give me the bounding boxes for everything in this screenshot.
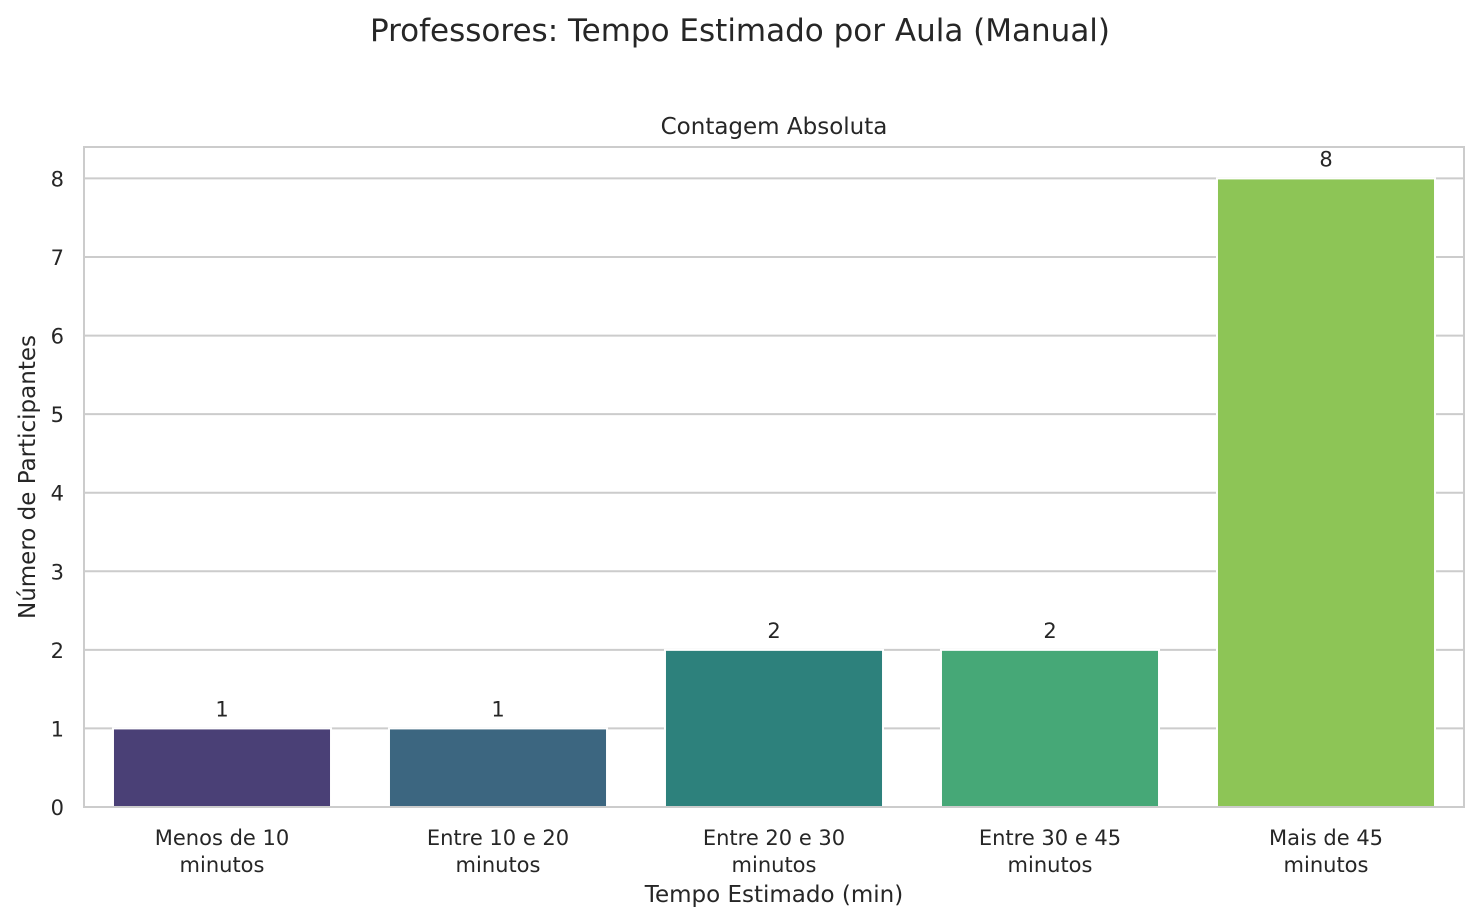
x-tick-label-line: minutos [1008, 853, 1093, 877]
x-tick-label-line: minutos [1284, 853, 1369, 877]
bar [1215, 177, 1437, 808]
x-tick-label: Menos de 10 minutos [155, 826, 289, 877]
bar-value-label: 2 [1043, 619, 1056, 643]
chart-subtitle: Contagem Absoluta [661, 114, 888, 140]
bars [111, 177, 1437, 809]
bar-value-labels: 1 1 2 2 8 [215, 147, 1332, 721]
y-tick-label: 2 [51, 639, 64, 663]
x-tick-label-line: minutos [456, 853, 541, 877]
y-axis-ticks: 0 1 2 3 4 5 6 7 8 [51, 167, 64, 820]
y-tick-label: 4 [51, 482, 64, 506]
x-tick-label: Mais de 45 minutos [1269, 826, 1383, 877]
y-tick-label: 0 [51, 796, 64, 820]
x-tick-label: Entre 30 e 45 minutos [979, 826, 1121, 877]
y-tick-label: 1 [51, 717, 64, 741]
y-axis-label: Número de Participantes [15, 335, 41, 619]
y-tick-label: 3 [51, 560, 64, 584]
chart-title: Professores: Tempo Estimado por Aula (Ma… [370, 13, 1110, 49]
y-tick-label: 6 [51, 325, 64, 349]
x-axis-label: Tempo Estimado (min) [644, 882, 903, 908]
bar-value-label: 1 [215, 697, 228, 721]
bar [111, 727, 333, 809]
y-tick-label: 8 [51, 167, 64, 191]
x-tick-label-line: Entre 20 e 30 [703, 826, 845, 850]
x-tick-label-line: minutos [180, 853, 265, 877]
y-tick-label: 5 [51, 403, 64, 427]
x-tick-label-line: Entre 30 e 45 [979, 826, 1121, 850]
plot-frame [83, 146, 1465, 808]
x-tick-label-line: Entre 10 e 20 [427, 826, 569, 850]
x-tick-label-line: Menos de 10 [155, 826, 289, 850]
x-tick-label-line: Mais de 45 [1269, 826, 1383, 850]
x-tick-label: Entre 10 e 20 minutos [427, 826, 569, 877]
bar-value-label: 1 [491, 697, 504, 721]
bar [939, 648, 1161, 808]
bar [387, 727, 609, 809]
y-tick-label: 7 [51, 246, 64, 270]
bar-value-label: 2 [767, 619, 780, 643]
bar-value-label: 8 [1319, 147, 1332, 171]
x-tick-label: Entre 20 e 30 minutos [703, 826, 845, 877]
x-tick-label-line: minutos [732, 853, 817, 877]
bar [663, 648, 885, 808]
